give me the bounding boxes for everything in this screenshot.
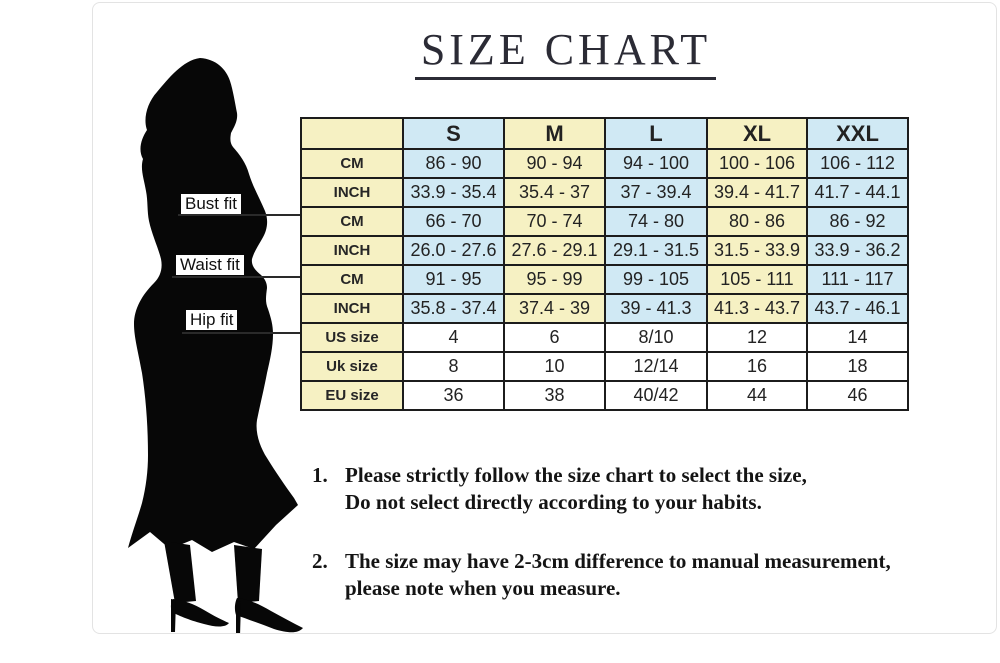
note-2-number: 2.: [312, 549, 328, 573]
row-label: INCH: [300, 293, 404, 324]
image-frame: [92, 2, 997, 634]
note-2-line-1: The size may have 2-3cm difference to ma…: [345, 549, 891, 573]
hip-fit-label: Hip fit: [186, 310, 238, 330]
size-value-cell: 44: [706, 380, 808, 411]
size-value-cell: 29.1 - 31.5: [604, 235, 708, 266]
size-value-cell: 95 - 99: [503, 264, 606, 295]
size-value-cell: 100 - 106: [706, 148, 808, 179]
size-value-cell: 41.7 - 44.1: [806, 177, 909, 208]
size-value-cell: 26.0 - 27.6: [402, 235, 505, 266]
silhouette-shapes: [128, 58, 303, 633]
size-value-cell: 91 - 95: [402, 264, 505, 295]
bust-fit-label: Bust fit: [181, 194, 241, 214]
col-header-m: M: [503, 117, 606, 150]
note-2: 2. The size may have 2-3cm difference to…: [312, 548, 982, 602]
size-table-body: CM 86 - 90 90 - 94 94 - 100 100 - 106 106 - 1…: [300, 148, 909, 411]
note-1-number: 1.: [312, 463, 328, 487]
size-value-cell: 31.5 - 33.9: [706, 235, 808, 266]
size-value-cell: 37 - 39.4: [604, 177, 708, 208]
title-underline: [415, 77, 716, 80]
size-value-cell: 33.9 - 35.4: [402, 177, 505, 208]
size-value-cell: 37.4 - 39: [503, 293, 606, 324]
table-row: US size 4 6 8/10 12 14: [300, 322, 909, 353]
table-row: CM 91 - 95 95 - 99 99 - 105 105 - 111 111 - 1…: [300, 264, 909, 295]
size-value-cell: 39 - 41.3: [604, 293, 708, 324]
note-1-text: Please strictly follow the size chart to…: [345, 462, 807, 516]
size-value-cell: 40/42: [604, 380, 708, 411]
size-value-cell: 94 - 100: [604, 148, 708, 179]
page-title: SIZE CHART: [420, 25, 712, 74]
size-value-cell: 10: [503, 351, 606, 382]
row-label: CM: [300, 206, 404, 237]
size-value-cell: 111 - 117: [806, 264, 909, 295]
bust-fit-line: [178, 214, 300, 216]
size-value-cell: 6: [503, 322, 606, 353]
size-value-cell: 46: [806, 380, 909, 411]
row-label: INCH: [300, 177, 404, 208]
size-value-cell: 99 - 105: [604, 264, 708, 295]
size-value-cell: 16: [706, 351, 808, 382]
size-value-cell: 86 - 92: [806, 206, 909, 237]
table-row: INCH 33.9 - 35.4 35.4 - 37 37 - 39.4 39.4 - …: [300, 177, 909, 208]
row-label: INCH: [300, 235, 404, 266]
col-header-s: S: [402, 117, 505, 150]
size-value-cell: 43.7 - 46.1: [806, 293, 909, 324]
waist-fit-line: [172, 276, 300, 278]
size-value-cell: 27.6 - 29.1: [503, 235, 606, 266]
note-1-line-1: Please strictly follow the size chart to…: [345, 463, 807, 487]
size-value-cell: 12/14: [604, 351, 708, 382]
table-row: EU size 36 38 40/42 44 46: [300, 380, 909, 411]
corner-cell: [300, 117, 404, 150]
table-row: Uk size 8 10 12/14 16 18: [300, 351, 909, 382]
size-value-cell: 8/10: [604, 322, 708, 353]
size-value-cell: 12: [706, 322, 808, 353]
row-label: CM: [300, 148, 404, 179]
size-value-cell: 33.9 - 36.2: [806, 235, 909, 266]
note-2-text: The size may have 2-3cm difference to ma…: [345, 548, 891, 602]
size-value-cell: 74 - 80: [604, 206, 708, 237]
size-value-cell: 70 - 74: [503, 206, 606, 237]
table-row: INCH 26.0 - 27.6 27.6 - 29.1 29.1 - 31.5 31.…: [300, 235, 909, 266]
size-chart-table: S M L XL XXL CM 86 - 90 90 - 94 94 - 100 100 - 1…: [300, 117, 909, 411]
table-row: CM 66 - 70 70 - 74 74 - 80 80 - 86 86 - 92: [300, 206, 909, 237]
table-row: INCH 35.8 - 37.4 37.4 - 39 39 - 41.3 41.3 - …: [300, 293, 909, 324]
size-value-cell: 41.3 - 43.7: [706, 293, 808, 324]
size-value-cell: 38: [503, 380, 606, 411]
size-value-cell: 39.4 - 41.7: [706, 177, 808, 208]
note-1-line-2: Do not select directly according to your…: [345, 490, 762, 514]
size-value-cell: 18: [806, 351, 909, 382]
size-table-head: S M L XL XXL: [300, 117, 909, 150]
waist-fit-label: Waist fit: [176, 255, 244, 275]
size-value-cell: 66 - 70: [402, 206, 505, 237]
size-table-container: S M L XL XXL CM 86 - 90 90 - 94 94 - 100 100 - 1…: [300, 117, 909, 411]
woman-silhouette-icon: [128, 58, 303, 633]
row-label: Uk size: [300, 351, 404, 382]
col-header-xxl: XXL: [806, 117, 909, 150]
size-value-cell: 14: [806, 322, 909, 353]
size-value-cell: 36: [402, 380, 505, 411]
size-value-cell: 4: [402, 322, 505, 353]
size-value-cell: 86 - 90: [402, 148, 505, 179]
size-value-cell: 80 - 86: [706, 206, 808, 237]
size-value-cell: 105 - 111: [706, 264, 808, 295]
row-label: EU size: [300, 380, 404, 411]
size-value-cell: 106 - 112: [806, 148, 909, 179]
row-label: CM: [300, 264, 404, 295]
hip-fit-line: [182, 332, 300, 334]
size-value-cell: 35.8 - 37.4: [402, 293, 505, 324]
size-value-cell: 8: [402, 351, 505, 382]
note-1: 1. Please strictly follow the size chart…: [312, 462, 982, 516]
col-header-xl: XL: [706, 117, 808, 150]
row-label: US size: [300, 322, 404, 353]
size-value-cell: 35.4 - 37: [503, 177, 606, 208]
size-value-cell: 90 - 94: [503, 148, 606, 179]
note-2-line-2: please note when you measure.: [345, 576, 621, 600]
col-header-l: L: [604, 117, 708, 150]
table-row: CM 86 - 90 90 - 94 94 - 100 100 - 106 106 - 1…: [300, 148, 909, 179]
